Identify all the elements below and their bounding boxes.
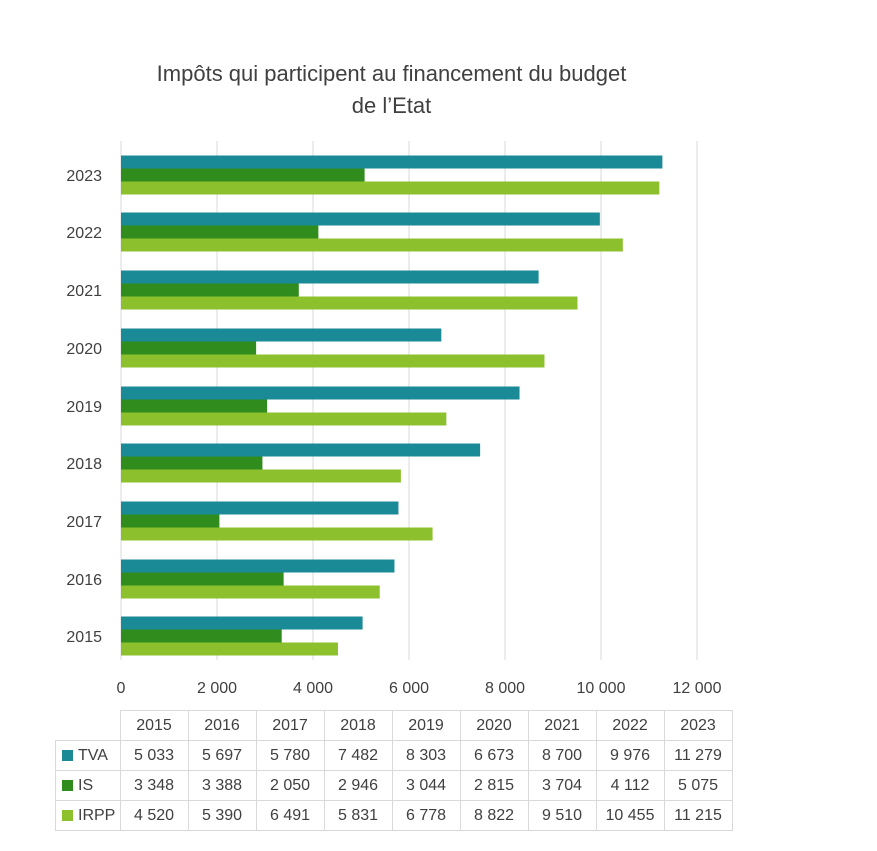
bar-tva-2019 bbox=[121, 386, 520, 400]
y-tick-label: 2022 bbox=[66, 225, 102, 242]
table-cell: 6 491 bbox=[255, 800, 325, 831]
bar-tva-2016 bbox=[121, 559, 395, 573]
legend-label: IRPP bbox=[78, 806, 116, 824]
y-tick-label: 2018 bbox=[66, 456, 102, 473]
x-tick-label: 10 000 bbox=[577, 680, 626, 697]
table-cell: 8 303 bbox=[391, 740, 461, 771]
bar-irpp-2015 bbox=[121, 642, 338, 656]
bar-tva-2023 bbox=[121, 155, 663, 169]
table-cell: 5 033 bbox=[119, 740, 189, 771]
bar-is-2018 bbox=[121, 456, 263, 470]
table-cell: 9 510 bbox=[527, 800, 597, 831]
x-tick-label: 0 bbox=[117, 680, 126, 697]
legend-label: TVA bbox=[78, 746, 108, 764]
legend-entry: IRPP bbox=[55, 800, 121, 831]
table-cell: 3 044 bbox=[391, 770, 461, 801]
table-cell: 5 780 bbox=[255, 740, 325, 771]
table-column-header: 2022 bbox=[595, 710, 665, 741]
table-cell: 5 075 bbox=[663, 770, 733, 801]
y-tick-label: 2015 bbox=[66, 629, 102, 646]
table-cell: 9 976 bbox=[595, 740, 665, 771]
table-cell: 6 673 bbox=[459, 740, 529, 771]
table-cell: 2 050 bbox=[255, 770, 325, 801]
y-tick-label: 2023 bbox=[66, 168, 102, 185]
table-cell: 4 112 bbox=[595, 770, 665, 801]
y-tick-label: 2019 bbox=[66, 399, 102, 416]
table-row-tva: TVA 5 033 5 697 5 780 7 482 8 303 6 673 8 700 9 … bbox=[55, 740, 733, 771]
bar-is-2022 bbox=[121, 225, 319, 239]
table-cell: 3 348 bbox=[119, 770, 189, 801]
table-header-row: 2015 2016 2017 2018 2019 2020 2021 2022 2023 bbox=[56, 710, 733, 741]
bar-tva-2021 bbox=[121, 270, 539, 284]
table-cell: 11 279 bbox=[663, 740, 733, 771]
table-corner bbox=[56, 711, 121, 741]
table-column-header: 2020 bbox=[459, 710, 529, 741]
table-cell: 6 778 bbox=[391, 800, 461, 831]
y-tick-label: 2016 bbox=[66, 572, 102, 589]
table-cell: 3 704 bbox=[527, 770, 597, 801]
legend-label: IS bbox=[78, 776, 94, 794]
x-tick-label: 2 000 bbox=[197, 680, 237, 697]
table-row-is: IS 3 348 3 388 2 050 2 946 3 044 2 815 3 704 4 1… bbox=[55, 770, 733, 801]
y-tick-label: 2021 bbox=[66, 283, 102, 300]
bar-irpp-2023 bbox=[121, 181, 660, 195]
legend-entry: IS bbox=[55, 770, 121, 801]
table-column-header: 2023 bbox=[663, 710, 733, 741]
bar-is-2015 bbox=[121, 629, 282, 643]
table-cell: 8 700 bbox=[527, 740, 597, 771]
table-column-header: 2019 bbox=[391, 710, 461, 741]
table-cell: 2 815 bbox=[459, 770, 529, 801]
table-cell: 2 946 bbox=[323, 770, 393, 801]
y-tick-label: 2020 bbox=[66, 341, 102, 358]
bar-irpp-2018 bbox=[121, 469, 401, 483]
data-table: 2015 2016 2017 2018 2019 2020 2021 2022 2023 TVA 5… bbox=[55, 710, 733, 831]
bar-is-2019 bbox=[121, 399, 268, 413]
bar-is-2017 bbox=[121, 514, 220, 528]
table-column-header: 2021 bbox=[527, 710, 597, 741]
x-tick-label: 6 000 bbox=[389, 680, 429, 697]
y-tick-label: 2017 bbox=[66, 514, 102, 531]
legend-swatch bbox=[62, 809, 73, 821]
legend-swatch bbox=[62, 779, 73, 791]
bar-irpp-2020 bbox=[121, 354, 545, 368]
bar-irpp-2019 bbox=[121, 412, 447, 426]
bar-tva-2022 bbox=[121, 212, 600, 226]
table-cell: 11 215 bbox=[663, 800, 733, 831]
bar-is-2021 bbox=[121, 283, 299, 297]
x-tick-label: 4 000 bbox=[293, 680, 333, 697]
table-column-header: 2016 bbox=[187, 710, 257, 741]
table-column-header: 2015 bbox=[119, 710, 189, 741]
legend-entry: TVA bbox=[55, 740, 121, 771]
bar-tva-2017 bbox=[121, 501, 399, 515]
table-cell: 4 520 bbox=[119, 800, 189, 831]
legend-swatch bbox=[62, 749, 73, 761]
table-cell: 5 390 bbox=[187, 800, 257, 831]
table-column-header: 2018 bbox=[323, 710, 393, 741]
chart-title: Impôts qui participent au financement du… bbox=[0, 58, 783, 122]
bar-irpp-2022 bbox=[121, 238, 623, 252]
table-cell: 7 482 bbox=[323, 740, 393, 771]
chart-title-line-2: de l’Etat bbox=[351, 93, 432, 118]
bar-tva-2020 bbox=[121, 328, 442, 342]
x-tick-label: 8 000 bbox=[485, 680, 525, 697]
bar-tva-2018 bbox=[121, 443, 481, 457]
bar-tva-2015 bbox=[121, 616, 363, 630]
bar-is-2020 bbox=[121, 341, 257, 355]
bar-irpp-2017 bbox=[121, 527, 433, 541]
table-cell: 3 388 bbox=[187, 770, 257, 801]
table-column-header: 2017 bbox=[255, 710, 325, 741]
chart-title-line-1: Impôts qui participent au financement du… bbox=[156, 61, 627, 86]
table-row-irpp: IRPP 4 520 5 390 6 491 5 831 6 778 8 822 9 510 1… bbox=[55, 800, 733, 831]
x-tick-label: 12 000 bbox=[673, 680, 722, 697]
table-cell: 5 831 bbox=[323, 800, 393, 831]
table-cell: 8 822 bbox=[459, 800, 529, 831]
table-cell: 10 455 bbox=[595, 800, 665, 831]
bar-is-2023 bbox=[121, 168, 365, 182]
bar-irpp-2021 bbox=[121, 296, 578, 310]
bar-irpp-2016 bbox=[121, 585, 380, 599]
bar-is-2016 bbox=[121, 572, 284, 586]
table-cell: 5 697 bbox=[187, 740, 257, 771]
